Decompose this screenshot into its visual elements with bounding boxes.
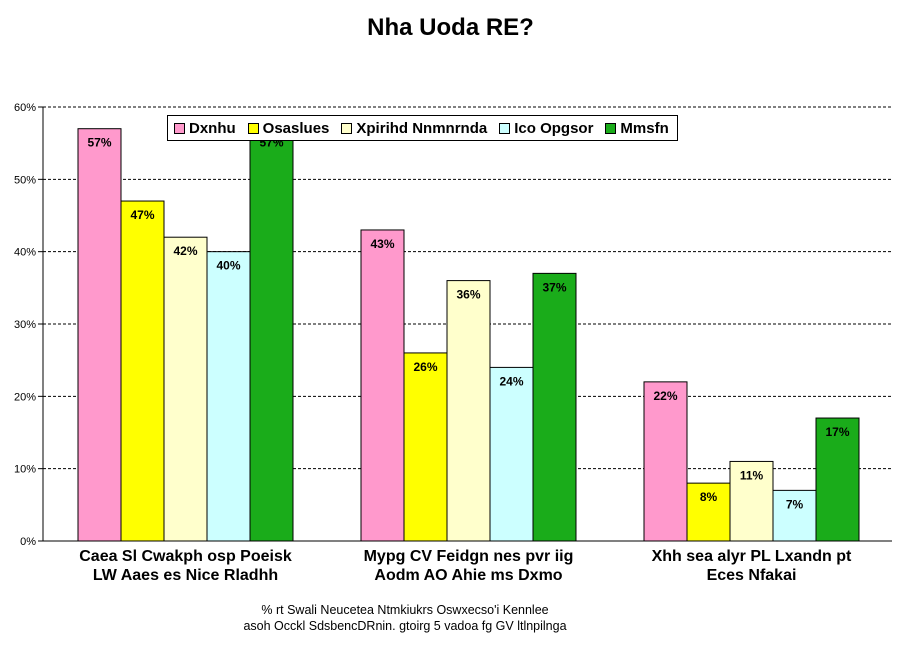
data-label: 42% [173, 244, 197, 258]
y-tick-label: 30% [14, 319, 36, 331]
legend-item: Xpirihd Nnmnrnda [341, 120, 487, 137]
y-tick-label: 20% [14, 391, 36, 403]
bar [249, 128, 294, 542]
data-label: 37% [542, 280, 566, 294]
x-category-label: Mypg CV Feidgn nes pvr iig Aodm AO Ahie m… [329, 547, 609, 585]
legend-item: Mmsfn [605, 119, 669, 137]
bar [772, 489, 817, 542]
bar [643, 381, 688, 542]
data-label: 8% [700, 490, 718, 504]
footnote-line-1: % rt Swali Neucetea Ntmkiukrs Oswxecso'i… [261, 603, 549, 617]
y-tick-label: 50% [14, 174, 36, 186]
x-category-label-line: Caea Sl Cwakph osp Poeisk [79, 548, 292, 565]
data-label: 11% [740, 468, 764, 482]
legend-swatch [174, 122, 185, 134]
legend-label: Osaslues [262, 119, 330, 137]
data-label: 17% [825, 425, 849, 439]
x-category-label: Caea Sl Cwakph osp Poeisk LW Aaes es Nice… [46, 547, 326, 585]
legend-label: Mmsfn [620, 119, 669, 137]
legend-swatch [247, 122, 259, 134]
data-label: 57% [87, 136, 111, 150]
bar [686, 482, 731, 542]
data-label: 47% [130, 208, 154, 222]
x-category-label-line: LW Aaes es Nice Rladhh [92, 567, 279, 584]
x-category-label-line: Aodm AO Ahie ms Dxmo [374, 567, 563, 584]
legend-item: Dxnhu [174, 120, 236, 137]
bar [77, 128, 122, 542]
chart-footnote: % rt Swali Neucetea Ntmkiukrs Oswxecso'i… [140, 602, 670, 634]
bar [489, 366, 534, 542]
y-tick-label: 40% [14, 247, 36, 259]
legend-label: Xpirihd Nnmnrnda [356, 119, 488, 137]
legend-label: Ico Opgsor [514, 119, 594, 137]
bar [403, 352, 448, 542]
x-category-label-line: Mypg CV Feidgn nes pvr iig [363, 548, 574, 565]
chart-title: Nha Uoda RE? [367, 14, 534, 41]
data-label: 7% [786, 497, 804, 511]
legend-swatch [605, 122, 617, 134]
data-label: 43% [370, 237, 394, 251]
y-tick-label: 10% [14, 464, 36, 476]
footnote-line-2: asoh Occkl SdsbencDRnin. gtoirg 5 vadoa … [243, 619, 567, 633]
x-category-label-line: Eces Nfakai [706, 567, 797, 584]
legend-swatch [499, 122, 511, 134]
data-label: 22% [653, 389, 677, 403]
y-tick-label: 60% [14, 102, 36, 114]
y-tick-label: 0% [20, 536, 36, 548]
legend-item: Ico Opgsor [499, 120, 593, 137]
bar [206, 251, 251, 542]
legend-label: Dxnhu [189, 119, 236, 137]
bar [120, 200, 165, 542]
chart-legend: Dxnhu Osaslues Xpirihd Nnmnrnda Ico Opgsor M… [167, 115, 678, 141]
legend-swatch [341, 122, 353, 134]
x-category-label: Xhh sea alyr PL Lxandn pt Eces Nfakai [612, 547, 892, 585]
data-label: 24% [499, 374, 523, 388]
bar [815, 417, 860, 542]
bar [446, 280, 491, 542]
legend-item: Osaslues [247, 119, 330, 137]
x-category-label-line: Xhh sea alyr PL Lxandn pt [651, 548, 852, 565]
data-label: 36% [456, 288, 480, 302]
data-label: 26% [413, 360, 437, 374]
bar [532, 272, 577, 542]
data-label: 40% [216, 259, 240, 273]
bar [360, 229, 405, 542]
bar [163, 236, 208, 542]
